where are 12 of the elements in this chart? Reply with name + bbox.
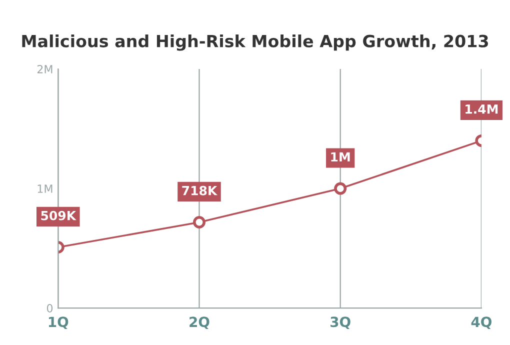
x-tick-label: 3Q (330, 316, 350, 329)
x-tick-label: 2Q (190, 316, 210, 329)
x-tick-label: 4Q (471, 316, 492, 329)
y-tick-label: 0 (46, 304, 53, 312)
data-label: 1.4M (466, 104, 498, 114)
y-tick-label: 2M (37, 64, 52, 74)
data-label: 718K (182, 186, 218, 196)
y-tick-label: 1M (38, 184, 52, 193)
data-label: 1M (331, 152, 350, 162)
data-label: 509K (41, 210, 76, 220)
chart-title: Malicious and High-Risk Mobile App Growth, 2013 (22, 34, 488, 51)
x-tick-label: 1Q (48, 316, 68, 329)
